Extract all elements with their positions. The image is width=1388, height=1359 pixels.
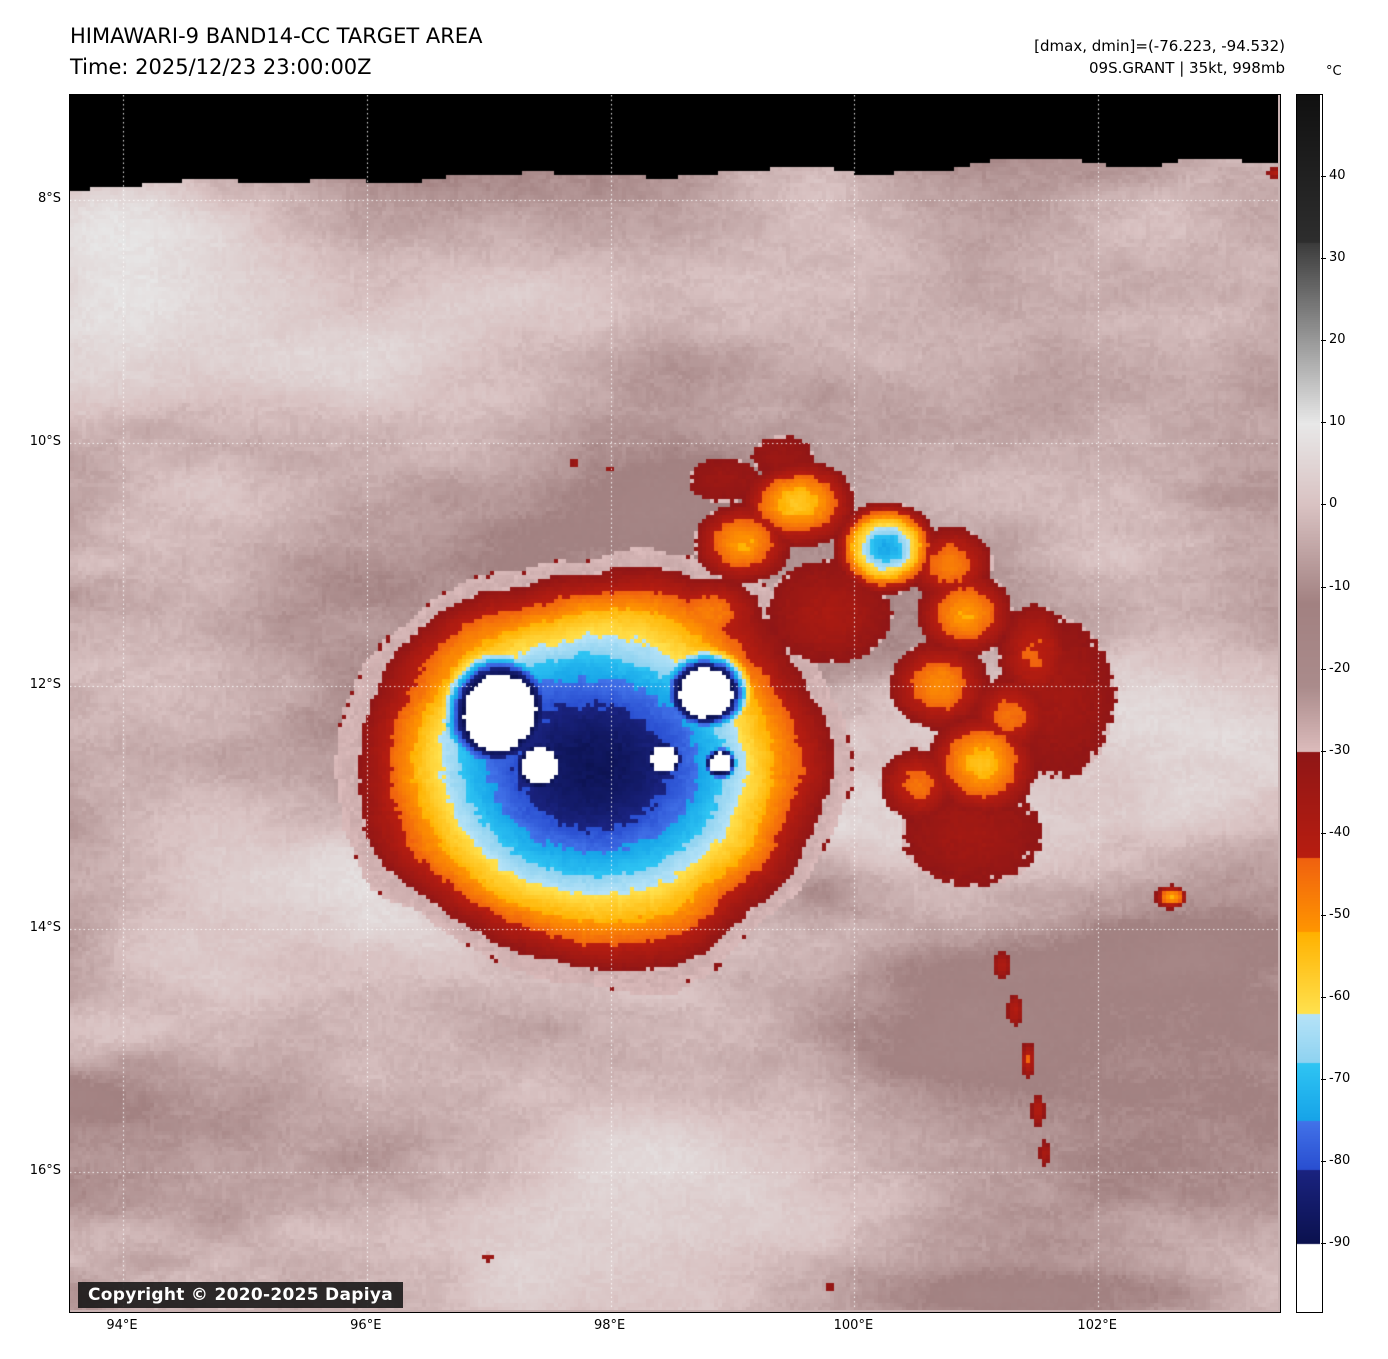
- lon-tick-label: 94°E: [106, 1318, 138, 1333]
- colorbar-tick-label: 30: [1329, 250, 1346, 266]
- colorbar-tick-mark: [1321, 504, 1326, 506]
- satellite-map: Copyright © 2020-2025 Dapiya: [69, 94, 1281, 1313]
- product-title: HIMAWARI-9 BAND14-CC TARGET AREA: [70, 24, 483, 48]
- colorbar-tick-label: -30: [1329, 742, 1351, 758]
- lon-tick-label: 98°E: [593, 1318, 626, 1333]
- lat-tick-label: 8°S: [37, 191, 61, 206]
- colorbar-tick-mark: [1321, 422, 1326, 424]
- lat-tick-label: 10°S: [29, 434, 61, 449]
- colorbar-tick-label: -60: [1329, 989, 1351, 1005]
- colorbar-tick-label: -50: [1329, 906, 1351, 922]
- colorbar-tick-label: 0: [1329, 496, 1338, 512]
- product-time: Time: 2025/12/23 23:00:00Z: [70, 55, 372, 79]
- lat-tick-label: 16°S: [29, 1163, 61, 1178]
- colorbar-canvas: [1297, 95, 1320, 1310]
- colorbar-unit-label: °C: [1326, 64, 1342, 79]
- colorbar-tick-label: -10: [1329, 578, 1351, 594]
- colorbar: [1296, 94, 1323, 1313]
- lon-tick-label: 102°E: [1077, 1318, 1117, 1333]
- colorbar-tick-label: -20: [1329, 660, 1351, 676]
- colorbar-tick-label: 10: [1329, 414, 1346, 430]
- colorbar-tick-mark: [1321, 1079, 1326, 1081]
- colorbar-tick-mark: [1321, 1243, 1326, 1245]
- colorbar-tick-mark: [1321, 586, 1326, 588]
- colorbar-tick-label: 40: [1329, 168, 1346, 184]
- colorbar-tick-label: -40: [1329, 824, 1351, 840]
- lon-tick-label: 96°E: [350, 1318, 382, 1333]
- colorbar-tick-label: -80: [1329, 1153, 1351, 1169]
- colorbar-tick-label: -90: [1329, 1235, 1351, 1251]
- colorbar-tick-mark: [1321, 668, 1326, 670]
- colorbar-tick-mark: [1321, 1161, 1326, 1163]
- colorbar-tick-mark: [1321, 340, 1326, 342]
- lon-tick-label: 100°E: [833, 1318, 874, 1333]
- colorbar-tick-mark: [1321, 750, 1326, 752]
- colorbar-tick-mark: [1321, 914, 1326, 916]
- colorbar-tick-mark: [1321, 832, 1326, 834]
- colorbar-tick-label: 20: [1329, 332, 1346, 348]
- colorbar-tick-mark: [1321, 258, 1326, 260]
- dmax-dmin-readout: [dmax, dmin]=(-76.223, -94.532): [1034, 37, 1285, 55]
- satellite-image-canvas: [70, 95, 1278, 1310]
- lat-tick-label: 14°S: [29, 920, 61, 935]
- colorbar-tick-mark: [1321, 997, 1326, 999]
- copyright-badge: Copyright © 2020-2025 Dapiya: [78, 1282, 403, 1308]
- storm-info-readout: 09S.GRANT | 35kt, 998mb: [1088, 59, 1285, 77]
- lat-tick-label: 12°S: [29, 677, 61, 692]
- colorbar-tick-mark: [1321, 176, 1326, 178]
- colorbar-tick-label: -70: [1329, 1071, 1351, 1087]
